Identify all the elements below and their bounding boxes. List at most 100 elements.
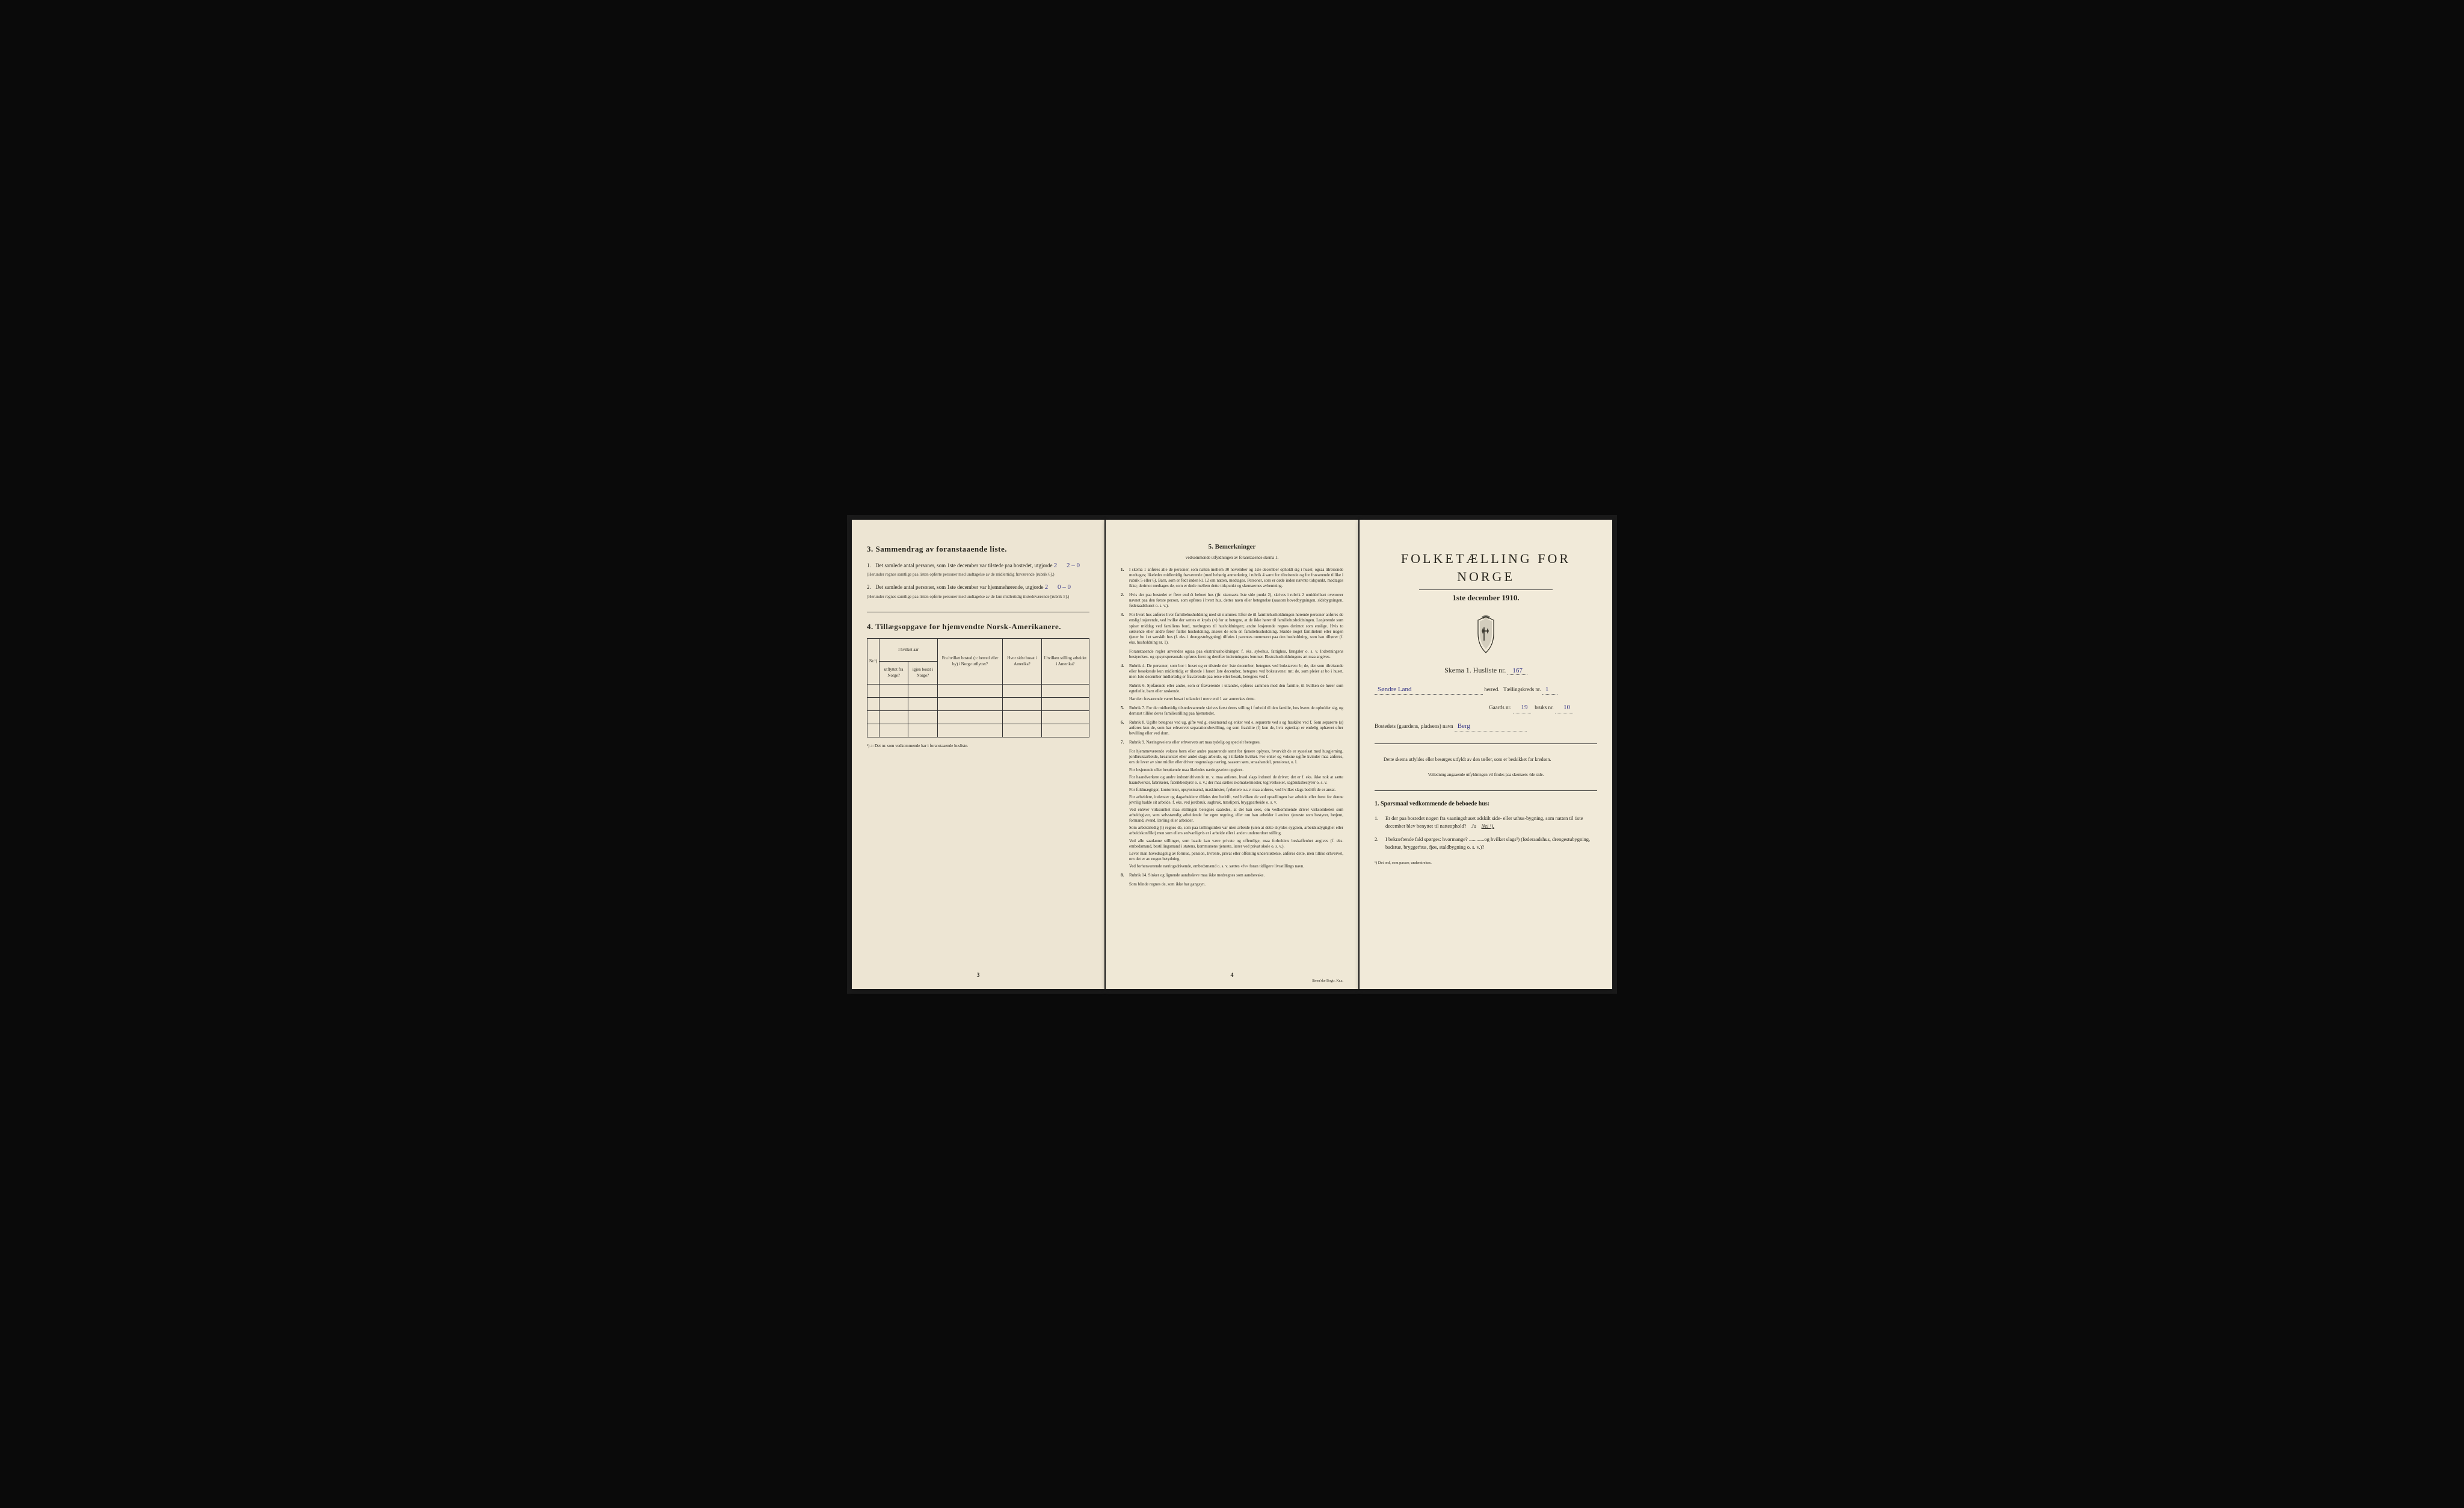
skema-line: Skema 1. Husliste nr. 167 — [1375, 665, 1597, 676]
table-row — [867, 711, 1089, 724]
bosted-line: Bostedets (gaardens, pladsens) navn Berg — [1375, 722, 1597, 731]
bosted-label: Bostedets (gaardens, pladsens) navn — [1375, 723, 1453, 729]
remark-sub-paragraph: For fuldmægtiger, kontorister, opsynsmæn… — [1129, 787, 1343, 793]
remark-number: 6. — [1121, 720, 1129, 736]
handwritten-value: 2 — [1054, 562, 1058, 569]
husliste-number: 167 — [1508, 667, 1527, 675]
remark-item: 3.For hvert hus anføres hver familiehush… — [1121, 612, 1343, 645]
remark-sub-paragraph: Har den fraværende været bosat i utlande… — [1129, 697, 1343, 702]
remark-sub-paragraph: Ved forhenværende næringsdrivende, embed… — [1129, 864, 1343, 869]
question-number: 2. — [1375, 836, 1385, 851]
remark-sub-paragraph: For losjerende eller besøkende maa likel… — [1129, 768, 1343, 773]
handwritten-value: 0 – 0 — [1058, 583, 1071, 591]
remark-number: 3. — [1121, 612, 1129, 645]
table-row — [867, 685, 1089, 698]
remark-sub-paragraph: Ved alle saadanne stillinger, som baade … — [1129, 839, 1343, 849]
remark-text: Rubrik 7. For de midlertidig tilstedevær… — [1129, 706, 1343, 716]
filling-instructions-sub: Veiledning angaaende utfyldningen vil fi… — [1375, 772, 1597, 778]
remark-sub-paragraph: Ved enhver virksomhet maa stillingen bet… — [1129, 807, 1343, 823]
remark-item: 2.Hvis der paa bostedet er flere end ét … — [1121, 592, 1343, 609]
question-1: 1. Er der paa bostedet nogen fra vaaning… — [1375, 814, 1597, 830]
question-text: I bekræftende fald spørges: hvormange? .… — [1385, 836, 1597, 851]
item-number: 2. — [867, 583, 874, 591]
remark-item: 6.Rubrik 8. Ugifte betegnes ved ug, gift… — [1121, 720, 1343, 736]
table-row — [867, 698, 1089, 711]
summary-item-2: 2. Det samlede antal personer, som 1ste … — [867, 582, 1089, 600]
kreds-number: 1 — [1542, 685, 1557, 695]
herred-label: herred. — [1484, 686, 1499, 692]
col-nr: Nr.¹) — [867, 639, 879, 685]
remark-sub-paragraph: Lever man hovedsagelig av formue, pensio… — [1129, 851, 1343, 862]
questions-heading: 1. Spørsmaal vedkommende de beboede hus: — [1375, 800, 1597, 808]
remark-text: Rubrik 9. Næringsveiens eller erhvervets… — [1129, 740, 1343, 745]
page-1-title: FOLKETÆLLING FOR NORGE 1ste december 191… — [1360, 520, 1612, 989]
question-number: 1. — [1375, 814, 1385, 830]
table-footnote: ¹) ɔ: Det nr. som vedkommende har i fora… — [867, 743, 1089, 749]
printer-credit: Steen'ske Bogtr. Kr.a. — [1312, 979, 1343, 983]
page-3: 3. Sammendrag av foranstaaende liste. 1.… — [852, 520, 1104, 989]
remark-number: 5. — [1121, 706, 1129, 716]
title-rule — [1419, 589, 1553, 590]
herred-name: Søndre Land — [1375, 685, 1483, 695]
section-3-heading: 3. Sammendrag av foranstaaende liste. — [867, 544, 1089, 555]
item-number: 1. — [867, 561, 874, 570]
remark-item: 7.Rubrik 9. Næringsveiens eller erhverve… — [1121, 740, 1343, 745]
remark-text: Rubrik 8. Ugifte betegnes ved ug, gifte … — [1129, 720, 1343, 736]
remark-sub-paragraph: For haandverkere og andre industridriven… — [1129, 775, 1343, 786]
answer-ja: Ja — [1471, 823, 1476, 829]
section-4-heading: 4. Tillægsopgave for hjemvendte Norsk-Am… — [867, 621, 1089, 632]
remark-text: I skema 1 anføres alle de personer, som … — [1129, 567, 1343, 589]
remark-item: 4.Rubrik 4. De personer, som bor i huset… — [1121, 663, 1343, 680]
filling-instructions: Dette skema utfyldes eller besørges utfy… — [1375, 756, 1597, 763]
item-text: Det samlede antal personer, som 1ste dec… — [875, 562, 1052, 568]
item-note: (Herunder regnes samtlige paa listen opf… — [867, 572, 1089, 577]
kreds-label: Tællingskreds nr. — [1503, 686, 1541, 692]
table-body — [867, 685, 1089, 737]
document-spread: 3. Sammendrag av foranstaaende liste. 1.… — [847, 515, 1617, 994]
answer-nei: Nei ¹). — [1482, 823, 1494, 829]
remark-sub-paragraph: For hjemmeværende voksne børn eller andr… — [1129, 749, 1343, 765]
question-text: Er der paa bostedet nogen fra vaaningshu… — [1385, 814, 1597, 830]
remark-text: Hvis der paa bostedet er flere end ét be… — [1129, 592, 1343, 609]
remark-text: Rubrik 4. De personer, som bor i huset o… — [1129, 663, 1343, 680]
remark-number: 1. — [1121, 567, 1129, 589]
remark-sub-paragraph: For arbeidere, inderster og dagarbeidere… — [1129, 795, 1343, 805]
bosted-name: Berg — [1455, 722, 1527, 731]
coat-of-arms — [1375, 615, 1597, 656]
skema-label: Skema 1. Husliste nr. — [1444, 666, 1506, 674]
item-note: (Herunder regnes samtlige paa listen opf… — [867, 594, 1089, 600]
remark-item: 8.Rubrik 14. Sinker og lignende aandsslø… — [1121, 873, 1343, 878]
remark-text: For hvert hus anføres hver familiehushol… — [1129, 612, 1343, 645]
section-5-heading: 5. Bemerkninger — [1121, 543, 1343, 552]
handwritten-value: 2 – 0 — [1067, 562, 1080, 569]
footnote: ¹) Det ord, som passer, understrekes. — [1375, 860, 1597, 866]
remark-text: Rubrik 14. Sinker og lignende aandssløve… — [1129, 873, 1343, 878]
remarks-list: 1.I skema 1 anføres alle de personer, so… — [1121, 567, 1343, 888]
page-number: 4 — [1231, 971, 1234, 980]
remark-number: 2. — [1121, 592, 1129, 609]
herred-line: Søndre Land herred. Tællingskreds nr. 1 — [1375, 685, 1597, 695]
gaard-label: Gaards nr. — [1489, 704, 1511, 710]
gaard-line: Gaards nr. 19 bruks nr. 10 — [1375, 703, 1597, 713]
question-2: 2. I bekræftende fald spørges: hvormange… — [1375, 836, 1597, 851]
table-row — [867, 724, 1089, 737]
remark-item: 5.Rubrik 7. For de midlertidig tilstedev… — [1121, 706, 1343, 716]
section-divider — [1375, 790, 1597, 791]
remark-number: 8. — [1121, 873, 1129, 878]
remark-number: 4. — [1121, 663, 1129, 680]
census-date: 1ste december 1910. — [1375, 592, 1597, 603]
col-from: Fra hvilket bosted (ɔ: herred eller by) … — [937, 639, 1003, 685]
page-4: 5. Bemerkninger vedkommende utfyldningen… — [1106, 520, 1358, 989]
col-year-header: I hvilket aar — [879, 639, 938, 662]
america-table: Nr.¹) I hvilket aar Fra hvilket bosted (… — [867, 638, 1089, 737]
col-position: I hvilken stilling arbeidet i Amerika? — [1041, 639, 1089, 685]
section-divider — [1375, 743, 1597, 744]
main-title: FOLKETÆLLING FOR NORGE — [1375, 550, 1597, 587]
col-emigrated: utflyttet fra Norge? — [879, 662, 908, 685]
gaard-number: 19 — [1513, 703, 1531, 713]
crest-icon — [1471, 615, 1501, 654]
remark-sub-paragraph: Som arbeidsledig (l) regnes de, som paa … — [1129, 825, 1343, 836]
remark-number: 7. — [1121, 740, 1129, 745]
remark-sub-paragraph: Foranstaaende regler anvendes ogsaa paa … — [1129, 649, 1343, 660]
remark-sub-paragraph: Rubrik 6. Sjøfarende eller andre, som er… — [1129, 683, 1343, 694]
